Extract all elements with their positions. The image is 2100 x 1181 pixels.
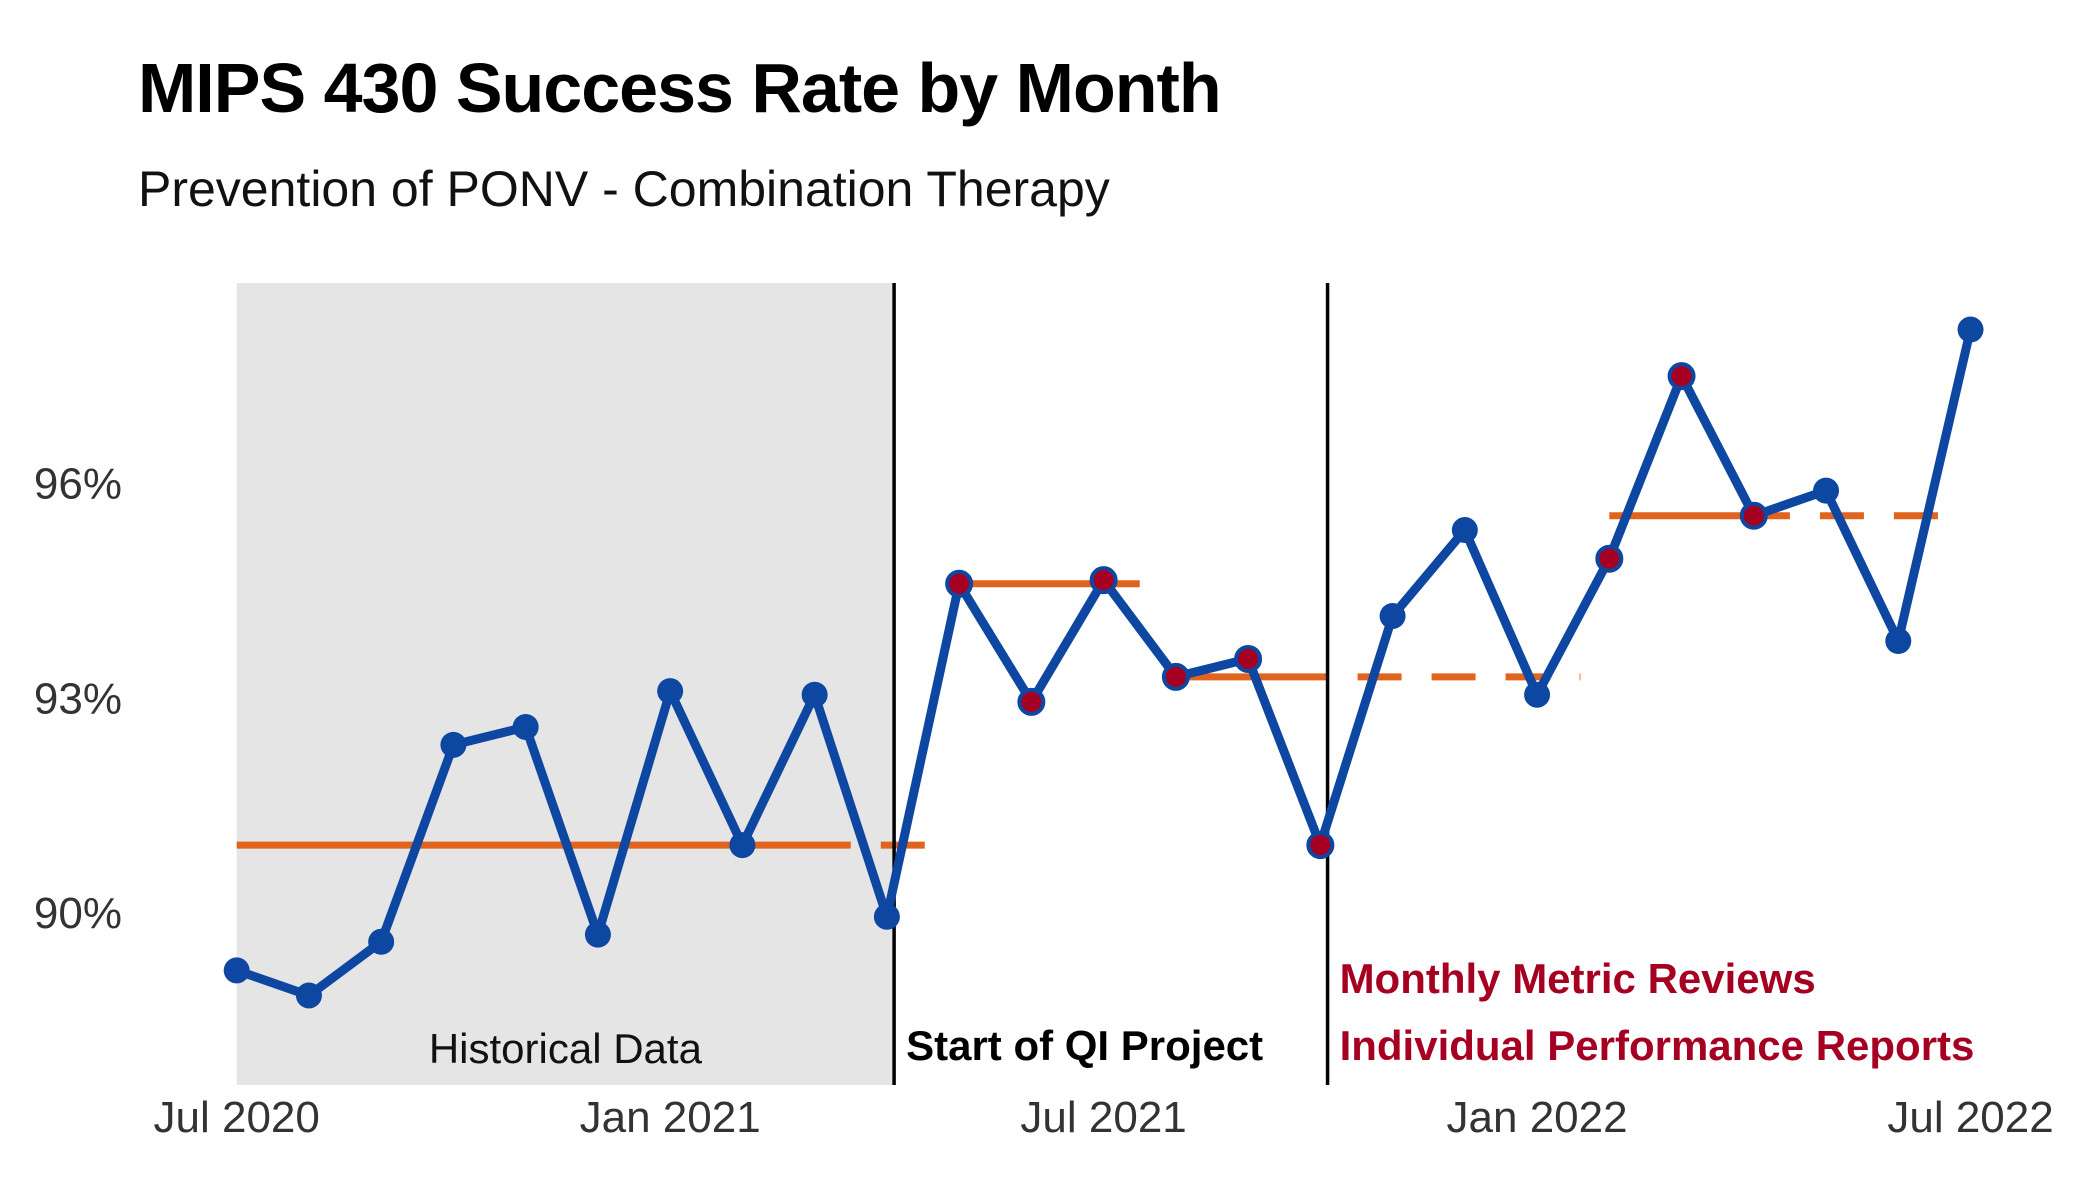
- data-point-nov-2021: [1379, 602, 1406, 629]
- data-point-sep-2021: [1234, 644, 1263, 673]
- data-point-may-2022: [1813, 477, 1840, 504]
- annotation-historical-data: Historical Data: [429, 1025, 703, 1072]
- x-tick-jan-2021: Jan 2021: [580, 1093, 761, 1142]
- data-point-aug-2020: [295, 982, 322, 1009]
- data-point-jun-2021: [1017, 687, 1046, 716]
- data-point-mar-2022: [1667, 362, 1696, 391]
- data-point-feb-2021: [729, 832, 756, 859]
- data-point-apr-2021: [873, 903, 900, 930]
- x-tick-jul-2022: Jul 2022: [1887, 1093, 2053, 1142]
- data-point-jul-2020: [223, 957, 250, 984]
- data-point-dec-2021: [1451, 517, 1478, 544]
- data-point-aug-2021: [1161, 662, 1190, 691]
- historical-shaded-region: [236, 283, 895, 1085]
- annotation-start-qi-project: Start of QI Project: [906, 1022, 1263, 1069]
- chart-title: MIPS 430 Success Rate by Month: [138, 49, 1222, 127]
- data-point-jan-2021: [657, 678, 684, 705]
- chart-subtitle: Prevention of PONV - Combination Therapy: [138, 161, 1110, 217]
- data-point-jan-2022: [1524, 681, 1551, 708]
- data-point-jul-2021: [1089, 566, 1118, 595]
- y-tick-96: 96%: [34, 460, 122, 509]
- data-point-apr-2022: [1739, 501, 1768, 530]
- data-point-dec-2020: [584, 921, 611, 948]
- data-point-sep-2020: [368, 928, 395, 955]
- x-tick-jan-2022: Jan 2022: [1447, 1093, 1628, 1142]
- annotation-monthly-metric-reviews: Monthly Metric Reviews: [1340, 955, 1816, 1002]
- data-point-feb-2022: [1595, 544, 1624, 573]
- y-tick-90: 90%: [34, 889, 122, 938]
- data-point-nov-2020: [512, 713, 539, 740]
- x-tick-jul-2021: Jul 2021: [1020, 1093, 1186, 1142]
- data-point-jun-2022: [1885, 628, 1912, 655]
- data-point-may-2021: [945, 569, 974, 598]
- annotation-individual-performance-reports: Individual Performance Reports: [1340, 1022, 1975, 1069]
- y-tick-93: 93%: [34, 674, 122, 723]
- data-point-jul-2022: [1957, 316, 1984, 343]
- data-point-mar-2021: [801, 681, 828, 708]
- x-tick-jul-2020: Jul 2020: [154, 1093, 320, 1142]
- data-point-oct-2021: [1306, 831, 1335, 860]
- data-point-oct-2020: [440, 731, 467, 758]
